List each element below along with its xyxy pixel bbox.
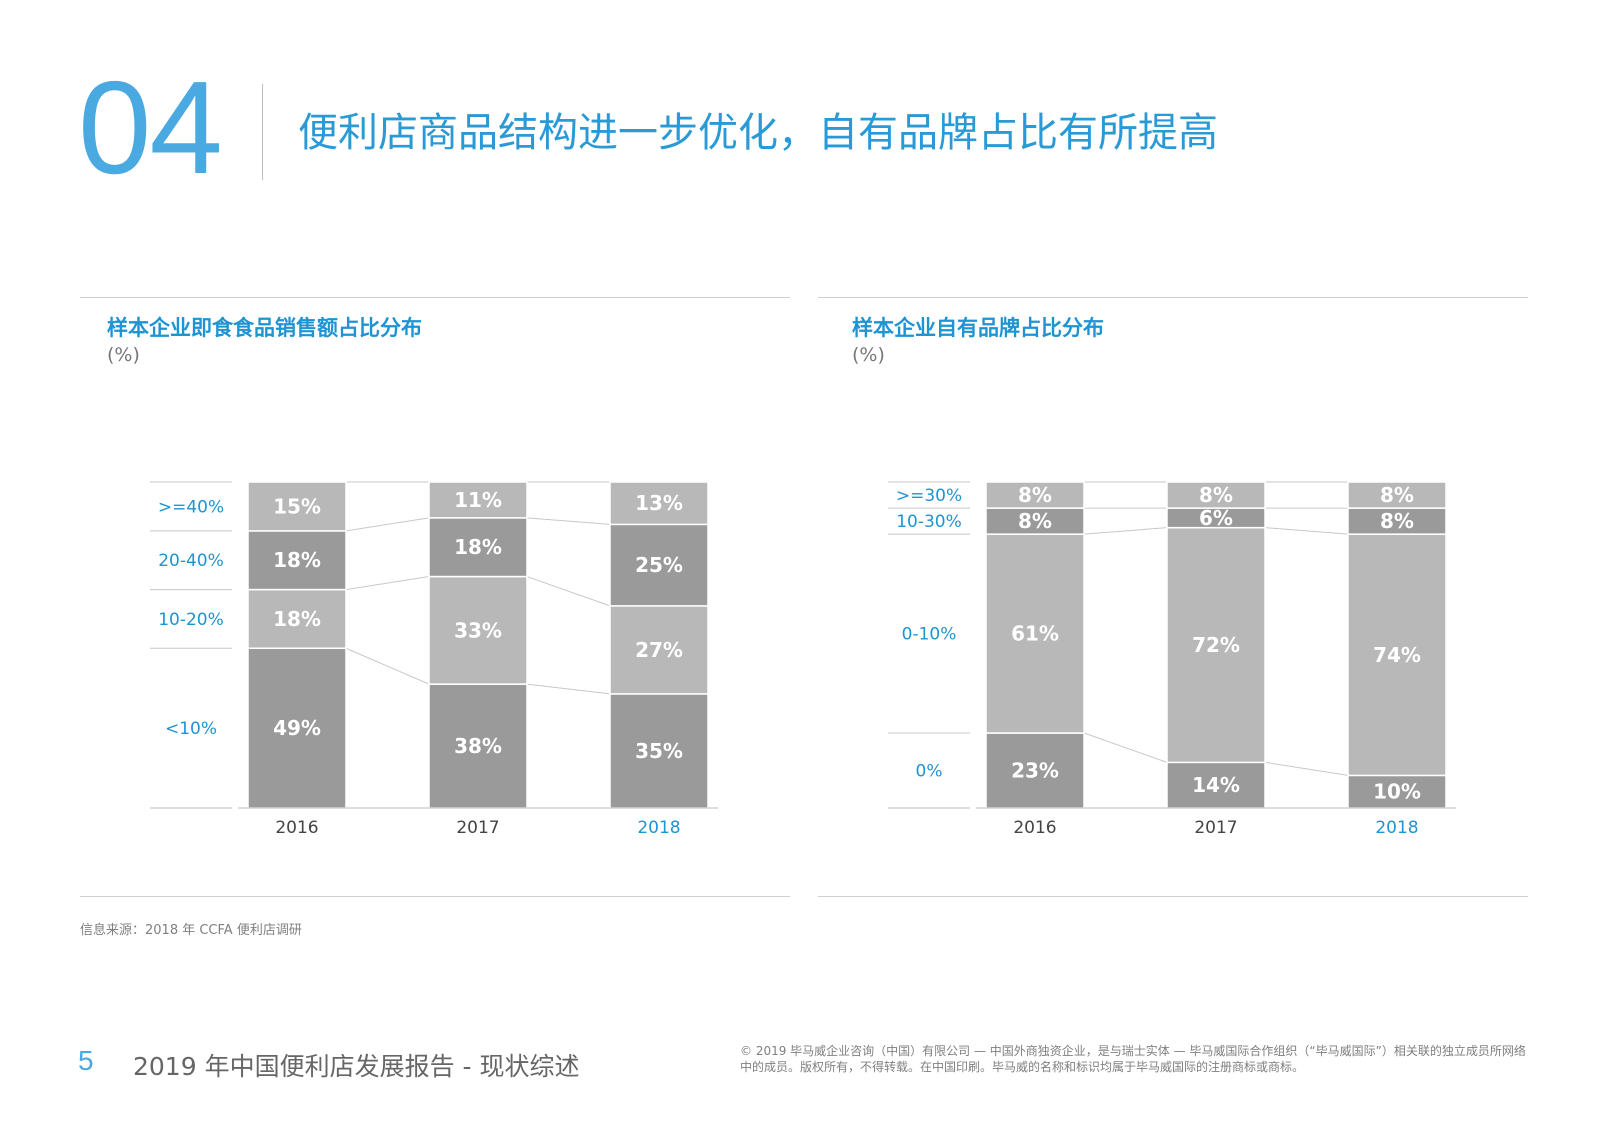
right-data-label: 74% <box>1373 643 1421 667</box>
left-bar-segment <box>247 588 347 650</box>
right-chart-title: 样本企业自有品牌占比分布 <box>852 316 1104 340</box>
left-bar-segment <box>428 683 528 809</box>
right-bar-segment <box>1166 481 1266 509</box>
right-data-label: 8% <box>1199 483 1233 507</box>
right-chart-unit: (%) <box>852 344 885 366</box>
left-panel-top-rule <box>80 297 790 298</box>
left-x-tick-label: 2016 <box>275 818 318 838</box>
title-divider <box>262 84 263 180</box>
report-name: 2019 年中国便利店发展报告 - 现状综述 <box>133 1052 580 1081</box>
page-number: 5 <box>78 1045 94 1076</box>
right-connector-line <box>1083 527 1168 535</box>
left-connector-line <box>526 576 611 607</box>
right-data-label: 8% <box>1018 483 1052 507</box>
page-title: 便利店商品结构进一步优化，自有品牌占比有所提高 <box>298 110 1218 156</box>
right-data-label: 14% <box>1192 773 1240 797</box>
right-connector-line <box>1264 527 1349 535</box>
right-data-label: 72% <box>1192 633 1240 657</box>
right-data-label: 6% <box>1199 506 1233 530</box>
left-data-label: 49% <box>273 716 321 740</box>
left-data-label: 33% <box>454 618 502 642</box>
left-connector-line <box>345 576 430 591</box>
left-bar-segment <box>609 481 709 526</box>
left-x-tick-label: 2017 <box>456 818 499 838</box>
right-stacked-bar-chart: 0%0-10%10-30%>=30%23%61%8%8%201614%72%6%… <box>888 481 1456 838</box>
right-data-label: 10% <box>1373 780 1421 804</box>
right-panel-top-rule <box>818 297 1528 298</box>
right-legend-label: >=30% <box>896 486 962 506</box>
left-legend-label: >=40% <box>158 497 224 517</box>
left-connector-line <box>345 517 430 532</box>
right-legend-label: 0-10% <box>902 625 957 645</box>
right-bar-segment <box>985 481 1085 509</box>
left-bar-segment <box>609 605 709 695</box>
left-data-label: 13% <box>635 491 683 515</box>
right-bar-segment <box>985 533 1085 734</box>
right-bar-segment <box>1347 774 1447 809</box>
left-data-label: 18% <box>273 548 321 572</box>
left-data-label: 11% <box>454 488 502 512</box>
left-data-label: 35% <box>635 739 683 763</box>
left-data-label: 18% <box>273 607 321 631</box>
left-legend-label: 20-40% <box>158 551 224 571</box>
left-bar-segment <box>247 530 347 591</box>
left-bar-segment <box>428 481 528 519</box>
right-bar-segment <box>1166 526 1266 764</box>
left-chart-unit: (%) <box>107 344 140 366</box>
left-x-tick-label: 2018 <box>637 818 680 838</box>
right-connector-line <box>1083 732 1168 763</box>
right-x-tick-label: 2017 <box>1194 818 1237 838</box>
copyright-notice: © 2019 毕马威企业咨询（中国）有限公司 — 中国外商独资企业，是与瑞士实体… <box>740 1044 1526 1074</box>
right-legend-label: 0% <box>916 762 943 782</box>
right-panel-bottom-rule <box>818 896 1528 897</box>
left-legend-label: 10-20% <box>158 610 224 630</box>
source-note: 信息来源：2018 年 CCFA 便利店调研 <box>80 923 302 938</box>
left-bar-segment <box>609 523 709 607</box>
right-bar-segment <box>985 732 1085 809</box>
right-x-tick-label: 2018 <box>1375 818 1418 838</box>
left-data-label: 25% <box>635 553 683 577</box>
right-bar-segment <box>1347 533 1447 777</box>
right-data-label: 61% <box>1011 622 1059 646</box>
left-connector-line <box>526 517 611 525</box>
right-bar-segment <box>985 507 1085 535</box>
right-data-label: 8% <box>1380 483 1414 507</box>
right-data-label: 8% <box>1018 509 1052 533</box>
left-stacked-bar-chart: <10% 10-20% 20-40% >=40% 49% 18% 18% 15% 2016 38%… <box>150 481 718 838</box>
right-data-label: 23% <box>1011 759 1059 783</box>
left-bar-segment <box>428 575 528 685</box>
right-bar-segment <box>1166 761 1266 809</box>
left-data-label: 27% <box>635 638 683 662</box>
section-number: 04 <box>78 54 223 201</box>
left-chart-title: 样本企业即食食品销售额占比分布 <box>107 316 422 340</box>
right-connector-line <box>1264 761 1349 776</box>
left-bar-segment <box>247 481 347 532</box>
right-bar-segment <box>1347 481 1447 509</box>
left-connector-line <box>526 683 611 695</box>
left-data-label: 38% <box>454 734 502 758</box>
left-data-label: 18% <box>454 535 502 559</box>
left-bar-segment <box>428 517 528 578</box>
left-data-label: 15% <box>273 494 321 518</box>
left-connector-line <box>345 647 430 685</box>
left-legend-label: <10% <box>165 719 217 739</box>
left-panel-bottom-rule <box>80 896 790 897</box>
right-legend-label: 10-30% <box>896 512 962 532</box>
right-x-tick-label: 2016 <box>1013 818 1056 838</box>
right-data-label: 8% <box>1380 509 1414 533</box>
